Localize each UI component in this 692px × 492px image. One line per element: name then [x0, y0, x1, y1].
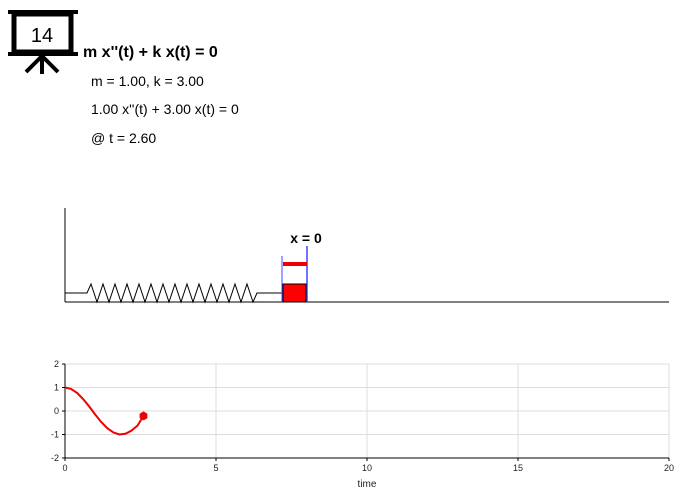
x-tick-label: 20	[664, 463, 674, 473]
current-point-marker	[139, 411, 148, 421]
x-tick-label: 10	[362, 463, 372, 473]
y-tick-label: -1	[51, 430, 59, 440]
y-tick-label: -2	[51, 453, 59, 463]
y-tick-label: 2	[54, 359, 59, 369]
mass-block	[282, 283, 307, 303]
y-tick-label: 0	[54, 406, 59, 416]
badge-number: 14	[31, 25, 53, 47]
x-tick-label: 0	[62, 463, 67, 473]
velocity-bar	[283, 262, 307, 266]
x-axis-label: time	[358, 479, 377, 490]
x-tick-label: 15	[513, 463, 523, 473]
y-tick-label: 1	[54, 383, 59, 393]
equation-title: m x''(t) + k x(t) = 0	[83, 44, 218, 61]
spring-mass-scene	[64, 208, 669, 304]
equilibrium-label: x = 0	[290, 230, 322, 246]
x-tick-label: 5	[213, 463, 218, 473]
equation-params: m = 1.00, k = 3.00	[91, 73, 204, 89]
series-line	[64, 386, 145, 436]
equation-substituted: 1.00 x''(t) + 3.00 x(t) = 0	[91, 101, 239, 117]
presentation-board-icon	[8, 10, 78, 74]
equation-time: @ t = 2.60	[91, 130, 156, 146]
spring	[65, 282, 283, 304]
